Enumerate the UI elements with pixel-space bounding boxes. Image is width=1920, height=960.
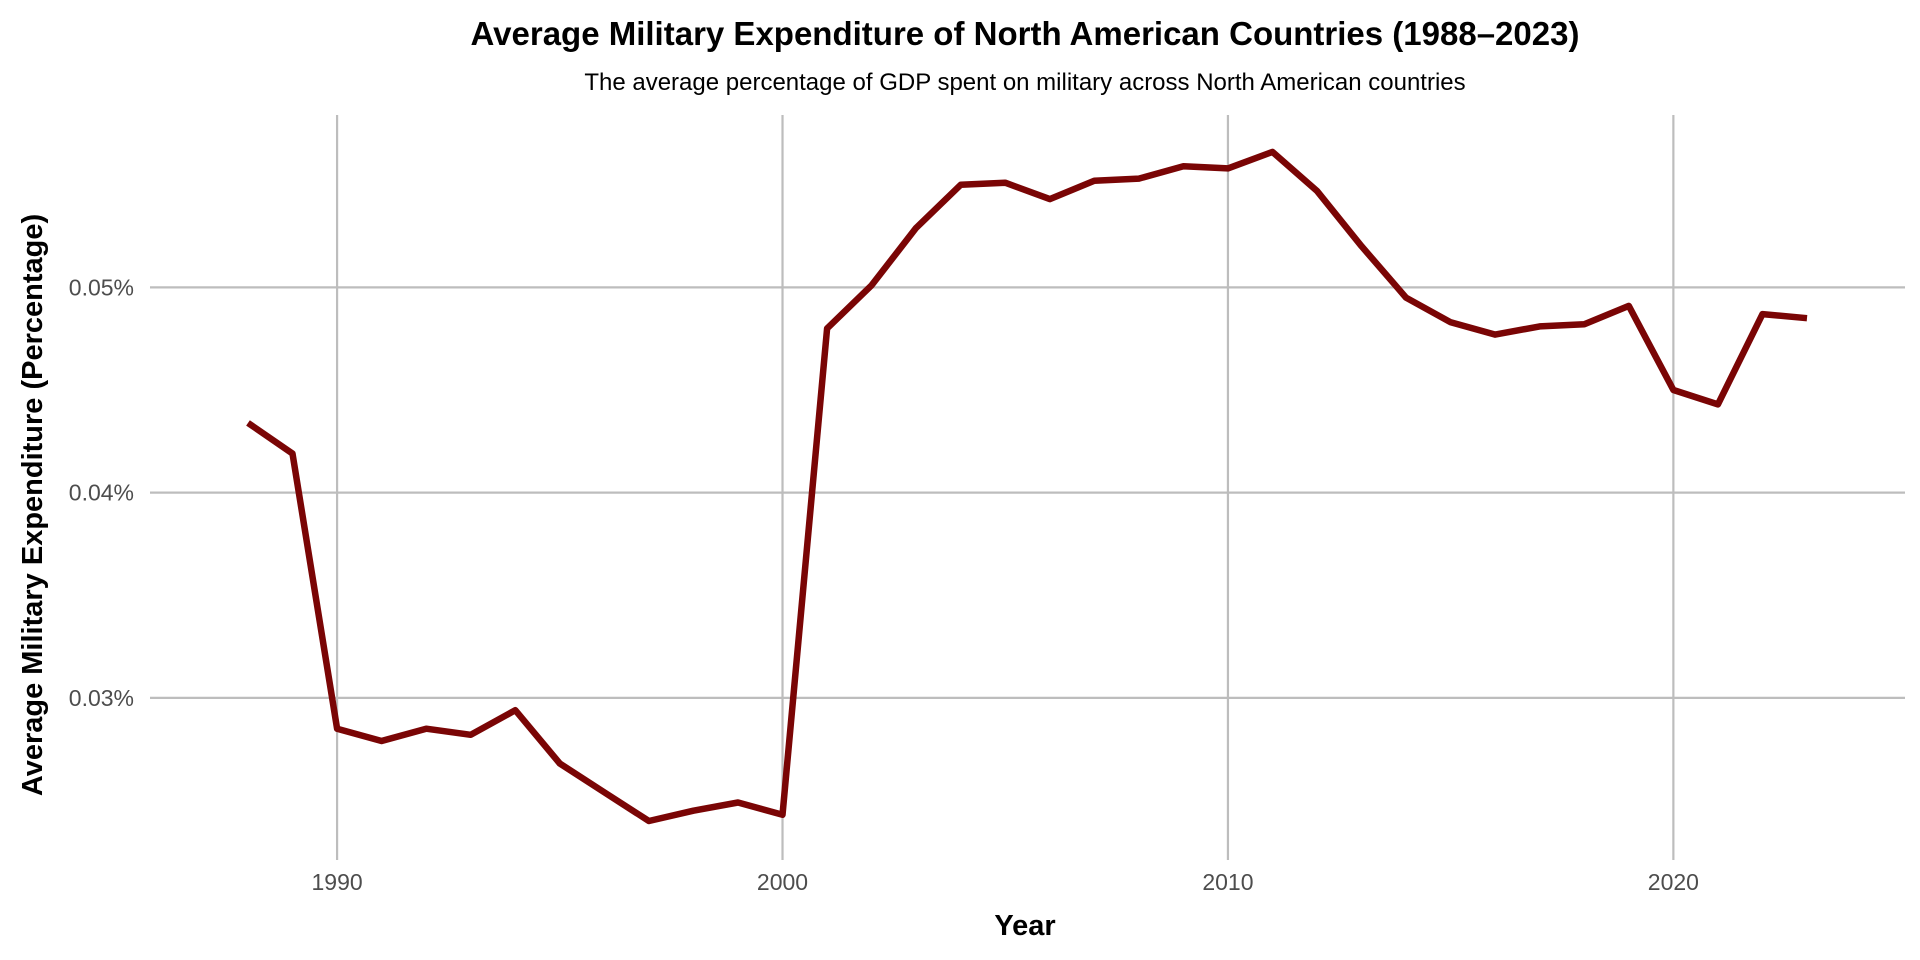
series-layer xyxy=(246,148,1808,825)
chart-title: Average Military Expenditure of North Am… xyxy=(471,15,1580,52)
x-tick-label: 1990 xyxy=(311,869,362,895)
y-axis-title: Average Military Expenditure (Percentage… xyxy=(17,214,49,796)
gridlines xyxy=(150,115,1905,860)
x-axis-title: Year xyxy=(994,910,1055,942)
y-tick-label: 0.03% xyxy=(69,685,134,711)
y-axis-ticks: 0.03% 0.04% 0.05% xyxy=(69,274,134,710)
x-tick-label: 2010 xyxy=(1202,869,1253,895)
chart-subtitle: The average percentage of GDP spent on m… xyxy=(584,69,1465,96)
x-axis-ticks: 1990 2000 2010 2020 xyxy=(311,869,1698,895)
x-tick-label: 2020 xyxy=(1648,869,1699,895)
y-tick-label: 0.04% xyxy=(69,480,134,506)
x-tick-label: 2000 xyxy=(757,869,808,895)
series-line xyxy=(246,148,1808,825)
y-tick-label: 0.05% xyxy=(69,274,134,300)
